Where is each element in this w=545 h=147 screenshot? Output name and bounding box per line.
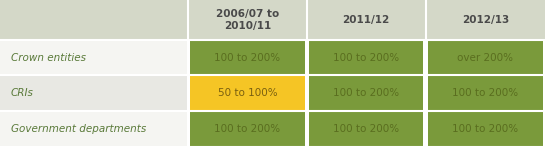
FancyBboxPatch shape xyxy=(188,0,307,40)
FancyBboxPatch shape xyxy=(428,76,543,111)
FancyBboxPatch shape xyxy=(0,0,188,40)
Text: 100 to 200%: 100 to 200% xyxy=(333,124,399,134)
Text: 50 to 100%: 50 to 100% xyxy=(217,88,277,98)
Text: Crown entities: Crown entities xyxy=(11,53,86,63)
FancyBboxPatch shape xyxy=(190,76,305,111)
FancyBboxPatch shape xyxy=(309,112,423,146)
FancyBboxPatch shape xyxy=(428,40,543,75)
FancyBboxPatch shape xyxy=(190,112,305,146)
Text: 2012/13: 2012/13 xyxy=(462,15,509,25)
FancyBboxPatch shape xyxy=(0,40,188,75)
Text: 2011/12: 2011/12 xyxy=(343,15,390,25)
FancyBboxPatch shape xyxy=(307,0,426,40)
Text: Government departments: Government departments xyxy=(11,124,146,134)
Text: 2006/07 to
2010/11: 2006/07 to 2010/11 xyxy=(216,9,279,31)
FancyBboxPatch shape xyxy=(309,76,423,111)
FancyBboxPatch shape xyxy=(190,40,305,75)
Text: 100 to 200%: 100 to 200% xyxy=(333,88,399,98)
Text: 100 to 200%: 100 to 200% xyxy=(214,124,281,134)
Text: CRIs: CRIs xyxy=(11,88,34,98)
Text: 100 to 200%: 100 to 200% xyxy=(333,53,399,63)
FancyBboxPatch shape xyxy=(426,0,545,40)
Text: 100 to 200%: 100 to 200% xyxy=(452,88,518,98)
Text: 100 to 200%: 100 to 200% xyxy=(452,124,518,134)
FancyBboxPatch shape xyxy=(309,40,423,75)
Text: over 200%: over 200% xyxy=(457,53,513,63)
FancyBboxPatch shape xyxy=(0,75,188,111)
FancyBboxPatch shape xyxy=(0,111,188,147)
FancyBboxPatch shape xyxy=(428,112,543,146)
Text: 100 to 200%: 100 to 200% xyxy=(214,53,281,63)
